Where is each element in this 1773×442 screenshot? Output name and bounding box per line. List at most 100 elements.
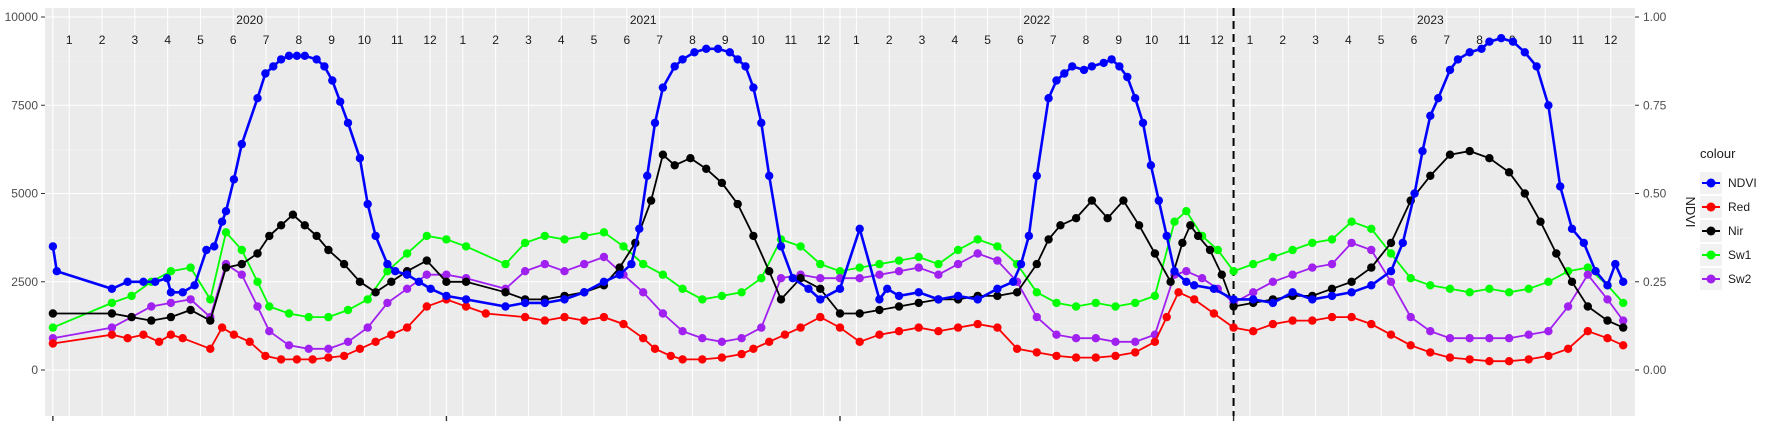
data-point-sw1 [717, 291, 727, 301]
data-point-red [894, 327, 904, 336]
legend: colour NDVI Red Nir Sw1 Sw2 [1700, 146, 1757, 290]
data-point-ndvi [343, 118, 353, 128]
data-point-sw1 [265, 302, 274, 311]
data-point-ndvi [690, 48, 699, 57]
data-point-sw2 [383, 298, 392, 308]
data-point-sw1 [253, 277, 262, 286]
data-point-ndvi [1544, 101, 1553, 110]
data-point-ndvi [749, 83, 758, 92]
month-label: 1 [1247, 33, 1254, 47]
legend-item-ndvi: NDVI [1700, 172, 1757, 194]
data-point-ndvi [1060, 69, 1069, 78]
year-label: 2020 [236, 13, 263, 27]
data-point-ndvi [1453, 55, 1463, 64]
data-point-red [1209, 309, 1219, 318]
data-point-ndvi [765, 171, 774, 180]
data-point-ndvi [371, 231, 380, 241]
data-point-sw1 [1288, 245, 1297, 255]
legend-item-red: Red [1700, 196, 1750, 218]
data-point-red [1249, 327, 1258, 336]
data-point-nir [1347, 277, 1356, 286]
data-point-sw1 [461, 242, 471, 251]
data-point-nir [422, 256, 431, 265]
data-point-sw2 [1111, 337, 1120, 346]
data-point-red [1071, 353, 1081, 362]
data-point-sw1 [698, 295, 707, 304]
data-point-sw1 [1249, 259, 1258, 269]
data-point-sw2 [1603, 295, 1612, 304]
data-point-red [387, 330, 396, 339]
month-label: 2 [1279, 33, 1286, 47]
data-point-ndvi [178, 288, 187, 297]
data-point-ndvi [210, 242, 219, 251]
data-point-sw1 [284, 309, 294, 318]
data-point-ndvi [123, 277, 132, 286]
data-point-ndvi [1398, 238, 1408, 248]
data-point-nir [1229, 302, 1238, 311]
month-label: 5 [591, 33, 598, 47]
data-point-red [934, 327, 943, 336]
data-point-sw1 [737, 288, 746, 297]
data-point-red [422, 302, 431, 311]
data-point-nir [1044, 235, 1053, 244]
data-point-ndvi [312, 55, 321, 64]
legend-key-point [1706, 178, 1716, 188]
data-point-nir [253, 249, 262, 258]
month-label: 1 [66, 33, 73, 47]
data-point-sw1 [1406, 274, 1415, 283]
data-point-sw2 [1485, 334, 1494, 343]
data-point-sw1 [1619, 298, 1628, 308]
data-point-nir [324, 245, 333, 255]
data-point-red [1367, 319, 1376, 329]
month-label: 1 [853, 33, 860, 47]
data-point-ndvi [402, 270, 412, 279]
data-point-red [324, 353, 333, 362]
month-label: 6 [1017, 33, 1024, 47]
legend-key-point [1706, 202, 1716, 212]
data-point-sw1 [221, 228, 231, 237]
data-point-nir [1567, 277, 1577, 286]
data-point-sw1 [520, 238, 530, 248]
data-point-ndvi [1154, 196, 1164, 205]
data-point-nir [1217, 270, 1227, 279]
data-point-ndvi [336, 97, 345, 106]
data-point-nir [1536, 217, 1545, 226]
data-point-sw1 [127, 291, 136, 301]
data-point-sw2 [816, 274, 825, 283]
data-point-nir [670, 161, 679, 170]
series-sw2 [48, 238, 1628, 353]
data-point-nir [749, 231, 758, 241]
data-point-red [1052, 351, 1061, 361]
data-point-sw1 [1347, 217, 1356, 226]
data-point-ndvi [678, 55, 687, 64]
data-point-red [737, 349, 746, 359]
data-point-sw2 [1197, 274, 1207, 283]
data-point-sw2 [186, 295, 195, 304]
data-point-ndvi [1477, 44, 1486, 53]
data-point-red [217, 323, 227, 332]
data-point-red [339, 351, 349, 361]
data-point-sw1 [816, 259, 825, 269]
data-point-red [48, 339, 58, 348]
data-point-red [371, 337, 380, 346]
data-point-nir [355, 277, 365, 286]
data-point-nir [1552, 249, 1561, 258]
legend-key-point [1706, 274, 1716, 284]
data-point-red [749, 344, 758, 353]
data-point-sw2 [1071, 334, 1081, 343]
data-point-ndvi [1591, 267, 1600, 276]
legend-label: Sw2 [1728, 272, 1752, 286]
month-label: 4 [164, 33, 171, 47]
data-point-ndvi [1532, 62, 1541, 71]
data-point-ndvi [1138, 118, 1148, 128]
data-point-sw2 [1426, 327, 1435, 336]
data-point-sw1 [1131, 298, 1140, 308]
data-point-ndvi [650, 118, 660, 128]
data-point-red [1327, 312, 1337, 322]
data-point-sw2 [1052, 330, 1061, 339]
data-point-sw1 [166, 267, 176, 276]
data-point-sw2 [1032, 312, 1042, 322]
data-point-sw1 [540, 231, 549, 241]
data-point-ndvi [162, 274, 172, 283]
data-point-nir [288, 210, 298, 219]
